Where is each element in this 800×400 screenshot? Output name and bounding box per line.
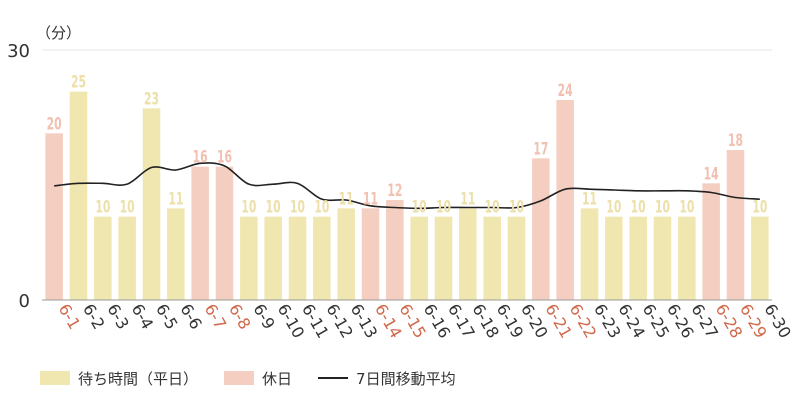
data-label-layer: 20 25 10 10 23 11 16 16 10 10 10 10 11 11 12 10 10 11 10 10… <box>47 73 768 218</box>
moving-average-line <box>54 162 760 210</box>
x-tick-6-8: 6-8 <box>225 301 255 333</box>
bar-6-21 <box>532 158 550 300</box>
bar-6-7 <box>191 166 209 300</box>
bar-6-1 <box>45 133 63 300</box>
data-label-6-26: 10 <box>655 198 670 218</box>
bar-6-4 <box>118 216 136 300</box>
data-label-6-25: 10 <box>631 198 646 218</box>
bar-6-15 <box>386 200 404 300</box>
bar-6-13 <box>337 208 355 300</box>
bar-6-18 <box>459 208 477 300</box>
bar-6-8 <box>215 166 234 300</box>
x-tick-6-7: 6-7 <box>201 301 231 333</box>
data-label-6-10: 10 <box>266 198 281 218</box>
legend-label-moving-average: 7日間移動平均 <box>356 369 456 388</box>
x-tick-6-2: 6-2 <box>79 301 109 333</box>
data-label-6-12: 10 <box>314 198 329 218</box>
data-label-6-28: 14 <box>704 164 719 184</box>
x-tick-6-9: 6-9 <box>249 301 279 333</box>
bar-6-11 <box>288 216 307 300</box>
data-label-6-14: 11 <box>363 189 378 209</box>
data-label-6-3: 10 <box>95 198 110 218</box>
data-label-6-23: 11 <box>582 189 597 209</box>
legend-item-weekday: 待ち時間（平日） <box>40 368 198 389</box>
bar-6-28 <box>702 183 720 300</box>
bar-6-19 <box>483 216 501 300</box>
y-tick-30: 30 <box>7 41 30 62</box>
x-tick-6-3: 6-3 <box>103 301 133 333</box>
data-label-6-29: 18 <box>728 131 743 151</box>
x-tick-6-6: 6-6 <box>176 301 206 333</box>
x-tick-6-4: 6-4 <box>128 301 158 333</box>
bar-6-12 <box>313 216 331 300</box>
legend-swatch-holiday <box>224 371 255 385</box>
legend: 待ち時間（平日） 休日 7日間移動平均 <box>40 366 482 390</box>
y-unit-label: （分） <box>36 24 81 42</box>
bar-6-17 <box>434 216 453 300</box>
data-label-6-15: 12 <box>387 181 402 201</box>
bar-6-9 <box>240 216 258 300</box>
data-label-6-6: 11 <box>168 189 183 209</box>
data-label-6-21: 17 <box>533 139 548 159</box>
data-label-6-22: 24 <box>558 81 573 101</box>
x-tick-6-1: 6-1 <box>55 301 85 333</box>
data-label-6-30: 10 <box>752 198 767 218</box>
legend-item-moving-average: 7日間移動平均 <box>318 368 456 389</box>
bar-6-24 <box>605 216 623 300</box>
data-label-6-20: 10 <box>509 198 524 218</box>
bar-6-30 <box>751 216 769 300</box>
legend-item-holiday: 休日 <box>224 368 292 389</box>
data-label-6-2: 25 <box>71 73 86 93</box>
data-label-6-1: 20 <box>47 114 62 134</box>
data-label-6-17: 10 <box>436 198 451 218</box>
data-label-6-11: 10 <box>290 198 305 218</box>
data-label-6-9: 10 <box>241 198 256 218</box>
data-label-6-13: 11 <box>339 189 354 209</box>
bar-6-27 <box>678 216 696 300</box>
data-label-6-7: 16 <box>193 148 208 168</box>
bar-6-14 <box>361 208 380 300</box>
data-label-6-4: 10 <box>120 198 135 218</box>
legend-line-moving-average <box>318 377 349 379</box>
bar-6-20 <box>507 216 526 300</box>
y-tick-0: 0 <box>19 291 30 312</box>
bar-6-23 <box>580 208 599 300</box>
bar-layer <box>45 91 769 301</box>
legend-swatch-weekday <box>40 371 70 385</box>
x-tick-6-30: 6-30 <box>760 301 795 342</box>
data-label-6-16: 10 <box>412 198 427 218</box>
data-label-6-5: 23 <box>144 89 159 109</box>
bar-6-3 <box>94 216 112 300</box>
bar-6-6 <box>167 208 185 300</box>
data-label-6-8: 16 <box>217 148 232 168</box>
bar-6-25 <box>629 216 647 300</box>
data-label-6-27: 10 <box>679 198 694 218</box>
data-label-6-19: 10 <box>485 198 500 218</box>
data-label-6-18: 11 <box>460 189 475 209</box>
data-label-6-24: 10 <box>606 198 621 218</box>
bar-6-16 <box>410 216 428 300</box>
legend-label-weekday: 待ち時間（平日） <box>78 369 199 388</box>
bar-6-10 <box>264 216 282 300</box>
bar-6-22 <box>556 100 574 300</box>
bar-6-26 <box>653 216 672 300</box>
bar-6-2 <box>69 91 88 301</box>
x-tick-6-5: 6-5 <box>152 301 182 333</box>
legend-label-holiday: 休日 <box>262 369 293 388</box>
moving-average-layer <box>54 162 760 210</box>
bar-6-29 <box>726 150 745 300</box>
bar-6-5 <box>142 108 161 300</box>
